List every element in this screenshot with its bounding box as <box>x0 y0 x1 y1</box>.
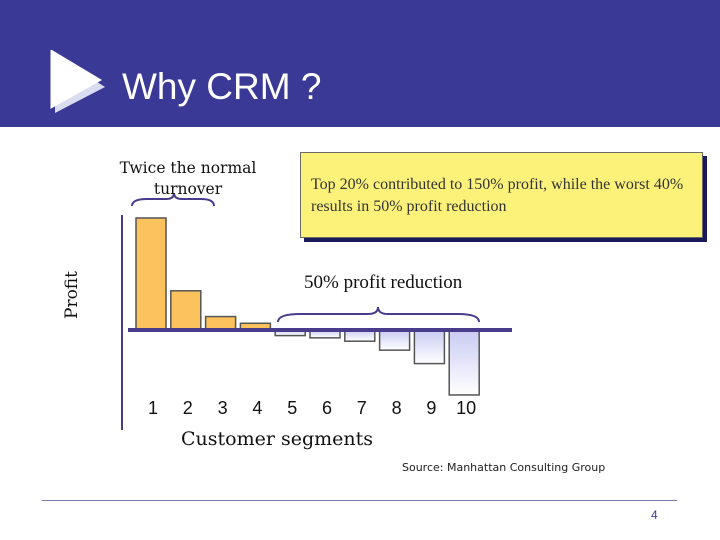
tick-label-9: 9 <box>426 398 436 418</box>
title-bar <box>0 0 720 127</box>
tick-label-6: 6 <box>322 398 332 418</box>
bar-segment-2 <box>170 290 202 331</box>
tick-label-3: 3 <box>218 398 228 418</box>
tick-label-1: 1 <box>148 398 158 418</box>
bar-segment-8 <box>378 329 411 351</box>
segment-1-annotation: Twice the normal turnover <box>119 159 257 198</box>
bar-segment-10 <box>448 329 480 396</box>
bar-segment-1 <box>135 217 167 331</box>
footer-divider <box>42 500 677 501</box>
y-axis-label: Profit <box>62 271 82 319</box>
x-axis-label: Customer segments <box>181 428 374 450</box>
callout-box: Top 20% contributed to 150% profit, whil… <box>300 152 703 238</box>
bar-segment-9 <box>413 329 446 365</box>
tick-label-7: 7 <box>357 398 367 418</box>
segment-1-brace <box>131 192 215 207</box>
bar-segment-3 <box>204 315 237 331</box>
page-number: 4 <box>651 508 658 522</box>
reduction-brace <box>277 306 480 323</box>
source-note: Source: Manhattan Consulting Group <box>402 461 606 474</box>
tick-label-10: 10 <box>456 398 476 418</box>
tick-label-2: 2 <box>183 398 193 418</box>
reduction-annotation: 50% profit reduction <box>304 272 463 293</box>
slide-title: Why CRM ? <box>122 66 322 107</box>
play-arrow-icon <box>50 50 105 113</box>
tick-label-8: 8 <box>392 398 402 418</box>
tick-label-4: 4 <box>252 398 262 418</box>
tick-label-5: 5 <box>287 398 297 418</box>
